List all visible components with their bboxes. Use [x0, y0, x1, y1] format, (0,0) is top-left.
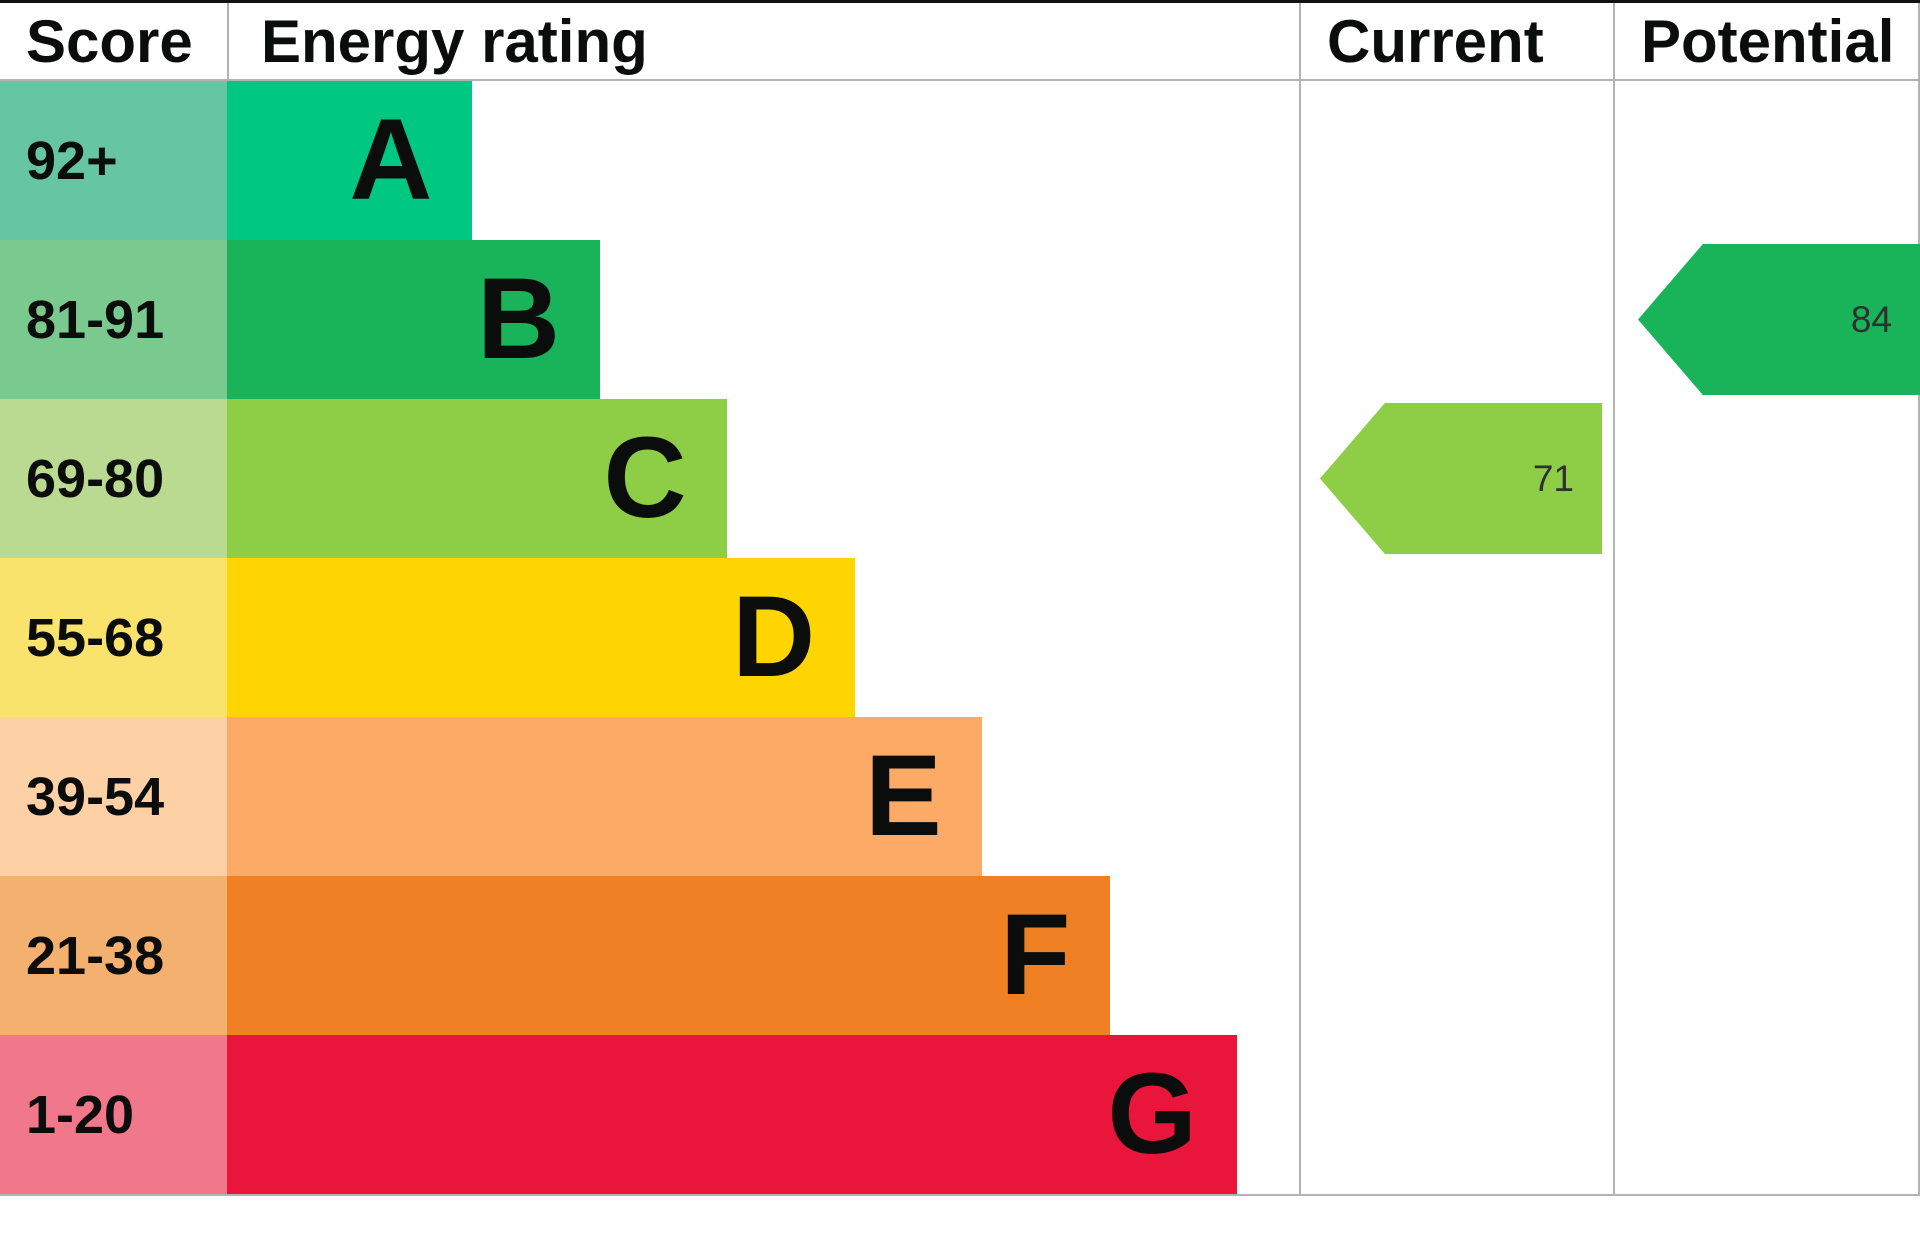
band-letter-g: G — [1107, 1050, 1197, 1178]
current-column-cell — [1299, 1035, 1613, 1194]
score-range-b: 81-91 — [0, 240, 227, 399]
header-potential-label: Potential — [1641, 7, 1895, 75]
score-range-f-label: 21-38 — [26, 925, 165, 986]
current-column-cell — [1299, 558, 1613, 717]
current-column-cell — [1299, 240, 1613, 399]
band-bar-a: A — [227, 81, 473, 240]
band-bar-e: E — [227, 717, 982, 876]
header-current: Current — [1299, 3, 1613, 79]
score-range-d: 55-68 — [0, 558, 227, 717]
score-range-c: 69-80 — [0, 399, 227, 558]
potential-rating-value: 84 — [1850, 298, 1892, 340]
band-letter-a: A — [349, 96, 433, 224]
score-range-c-label: 69-80 — [26, 448, 165, 509]
header-score-label: Score — [26, 7, 193, 75]
potential-column-cell — [1613, 1035, 1920, 1194]
score-range-a-label: 92+ — [26, 130, 118, 191]
band-bar-f: F — [227, 876, 1111, 1035]
score-range-b-label: 81-91 — [26, 289, 165, 350]
score-range-g: 1-20 — [0, 1035, 227, 1194]
band-row-c: 69-80 C — [0, 399, 1920, 558]
chart-header-row: Score Energy rating Current Potential — [0, 3, 1920, 81]
score-range-d-label: 55-68 — [26, 607, 165, 668]
band-bar-b: B — [227, 240, 601, 399]
potential-column-cell — [1613, 399, 1920, 558]
bar-cell-d: D — [227, 558, 1299, 717]
current-column-cell — [1299, 717, 1613, 876]
header-current-label: Current — [1327, 7, 1544, 75]
score-range-e: 39-54 — [0, 717, 227, 876]
score-range-g-label: 1-20 — [26, 1084, 135, 1145]
band-letter-f: F — [1000, 891, 1071, 1019]
score-range-e-label: 39-54 — [26, 766, 165, 827]
score-range-a: 92+ — [0, 81, 227, 240]
band-letter-c: C — [603, 414, 687, 542]
header-energy-rating: Energy rating — [227, 3, 1299, 79]
band-letter-b: B — [476, 255, 561, 383]
score-range-f: 21-38 — [0, 876, 227, 1035]
bar-cell-a: A — [227, 81, 1299, 240]
bar-cell-b: B — [227, 240, 1299, 399]
current-rating-value: 71 — [1532, 457, 1574, 499]
bar-cell-f: F — [227, 876, 1299, 1035]
potential-column-cell — [1613, 558, 1920, 717]
potential-column-cell — [1613, 876, 1920, 1035]
band-row-b: 81-91 B — [0, 240, 1920, 399]
chart-area: Score Energy rating Current Potential 92… — [0, 0, 1920, 1196]
header-score: Score — [0, 3, 227, 79]
band-row-e: 39-54 E — [0, 717, 1920, 876]
potential-rating-arrow: 84 — [1638, 244, 1920, 395]
potential-column-cell — [1613, 717, 1920, 876]
header-potential: Potential — [1613, 3, 1920, 79]
band-letter-d: D — [732, 573, 816, 701]
current-rating-arrow: 71 — [1320, 403, 1602, 554]
bar-cell-c: C — [227, 399, 1299, 558]
band-bar-c: C — [227, 399, 727, 558]
band-bar-g: G — [227, 1035, 1237, 1194]
band-row-f: 21-38 F — [0, 876, 1920, 1035]
band-row-a: 92+ A — [0, 81, 1920, 240]
current-column-cell — [1299, 81, 1613, 240]
current-column-cell — [1299, 876, 1613, 1035]
potential-column-cell — [1613, 81, 1920, 240]
band-letter-e: E — [864, 732, 942, 860]
band-bar-d: D — [227, 558, 856, 717]
bar-cell-e: E — [227, 717, 1299, 876]
band-row-g: 1-20 G — [0, 1035, 1920, 1194]
header-energy-rating-label: Energy rating — [261, 7, 648, 75]
band-row-d: 55-68 D — [0, 558, 1920, 717]
bar-cell-g: G — [227, 1035, 1299, 1194]
